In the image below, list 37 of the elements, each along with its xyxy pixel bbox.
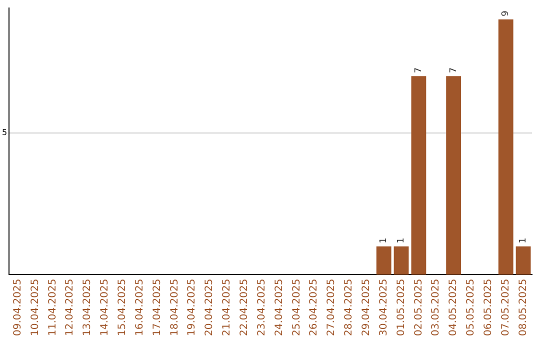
x-tick-label: 20.04.2025	[204, 278, 216, 336]
data-label: 1	[396, 238, 407, 244]
data-label: 7	[414, 67, 424, 74]
x-tick-label: 06.05.2025	[483, 278, 494, 336]
x-tick-label: 11.04.2025	[47, 278, 58, 336]
x-tick-label: 24.04.2025	[274, 278, 285, 336]
x-tick-label: 01.05.2025	[396, 278, 407, 336]
x-tick-label: 05.05.2025	[466, 278, 477, 336]
x-tick-label: 17.04.2025	[152, 278, 163, 336]
x-tick-label: 08.05.2025	[518, 278, 529, 336]
data-label: 1	[518, 238, 529, 244]
x-tick-label: 15.04.2025	[116, 278, 128, 336]
x-tick-label: 07.05.2025	[500, 278, 512, 336]
x-tick-label: 04.05.2025	[448, 278, 460, 336]
x-tick-label: 27.04.2025	[326, 278, 338, 336]
x-tick-label: 16.04.2025	[134, 278, 146, 336]
data-label: 9	[501, 10, 512, 16]
x-tick-label: 10.04.2025	[30, 278, 41, 336]
x-tick-label: 22.04.2025	[238, 278, 250, 336]
x-tick-label: 21.04.2025	[222, 278, 233, 336]
x-tick-label: 03.05.2025	[430, 278, 442, 336]
x-tick-label: 29.04.2025	[361, 278, 372, 336]
x-tick-label: 18.04.2025	[169, 278, 180, 336]
x-tick-label: 19.04.2025	[186, 278, 198, 336]
x-tick-label: 30.04.2025	[378, 278, 390, 336]
x-tick-label: 14.04.2025	[100, 278, 111, 336]
y-tick-label: 5	[2, 128, 8, 137]
x-tick-label: 28.04.2025	[344, 278, 355, 336]
data-label: 1	[379, 238, 390, 244]
x-tick-label: 25.04.2025	[291, 278, 302, 336]
x-tick-label: 26.04.2025	[308, 278, 320, 336]
x-tick-label: 09.04.2025	[12, 278, 24, 336]
x-tick-label: 23.04.2025	[256, 278, 268, 336]
data-label: 7	[448, 67, 459, 74]
x-tick-label: 13.04.2025	[82, 278, 94, 336]
x-tick-label: 02.05.2025	[413, 278, 424, 336]
x-tick-label: 12.04.2025	[64, 278, 76, 336]
